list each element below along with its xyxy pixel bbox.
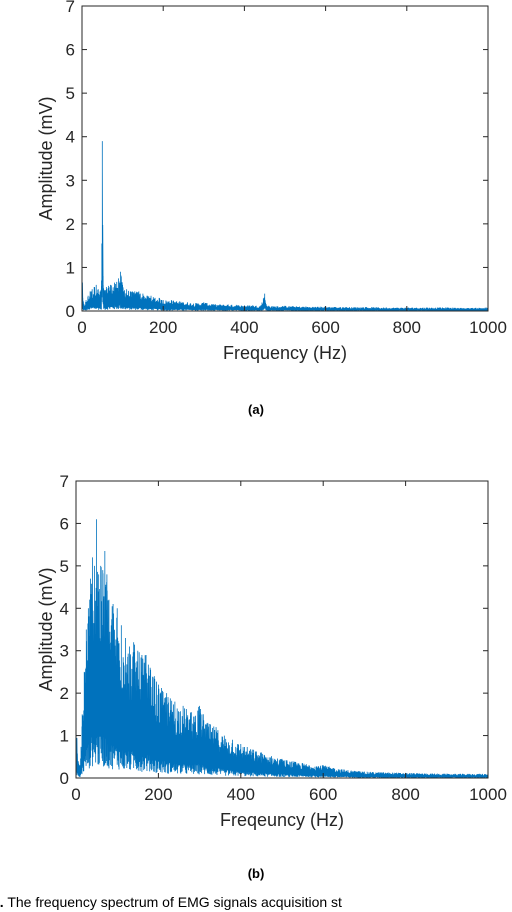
caption-b: (b) <box>247 866 265 881</box>
x-tick-label: 1000 <box>469 785 507 804</box>
caption-a: (a) <box>248 402 264 417</box>
y-tick-label: 3 <box>60 642 69 661</box>
y-tick-label: 2 <box>60 684 69 703</box>
plot-frame <box>81 5 489 312</box>
x-axis-label: Frequency (Hz) <box>223 343 347 363</box>
series-line-1-0 <box>75 519 489 778</box>
x-tick-label: 0 <box>77 318 86 337</box>
series-line-0-0 <box>81 141 489 311</box>
y-tick-label: 2 <box>66 215 75 234</box>
y-tick-label: 1 <box>60 727 69 746</box>
y-tick-label: 0 <box>66 302 75 321</box>
y-tick-label: 5 <box>66 84 75 103</box>
x-tick-label: 200 <box>144 785 172 804</box>
y-tick-label: 6 <box>60 514 69 533</box>
x-tick-label: 600 <box>309 785 337 804</box>
figure-caption: 2. The frequency spectrum of EMG signals… <box>0 894 342 910</box>
plot-frame <box>75 480 489 779</box>
y-tick-label: 6 <box>66 41 75 60</box>
y-tick-label: 7 <box>60 472 69 491</box>
x-tick-label: 0 <box>71 785 80 804</box>
y-tick-label: 5 <box>60 557 69 576</box>
figure-caption-text: The frequency spectrum of EMG signals ac… <box>3 894 342 910</box>
chart-b: 0 1 2 3 4 5 6 7 0 200 400 600 800 1000 Freqeuncy (Hz) A… <box>36 472 507 830</box>
y-tick-label: 4 <box>66 128 75 147</box>
y-tick-label: 4 <box>60 599 69 618</box>
y-axis-label: Amplitude (mV) <box>36 96 56 220</box>
figure-number: 2. <box>0 894 4 910</box>
x-tick-label: 800 <box>391 785 419 804</box>
chart-a: 0 1 2 3 4 5 6 7 0 200 400 600 800 1000 Frequency (Hz) A… <box>36 0 507 363</box>
x-axis-label: Freqeuncy (Hz) <box>220 810 344 830</box>
y-tick-label: 3 <box>66 171 75 190</box>
x-tick-label: 800 <box>393 318 421 337</box>
x-tick-label: 1000 <box>469 318 507 337</box>
x-tick-label: 600 <box>311 318 339 337</box>
y-tick-label: 7 <box>66 0 75 16</box>
y-tick-label: 1 <box>66 258 75 277</box>
x-tick-label: 400 <box>227 785 255 804</box>
y-tick-label: 0 <box>60 769 69 788</box>
x-tick-label: 400 <box>230 318 258 337</box>
y-axis-label: Amplitude (mV) <box>36 567 56 691</box>
x-tick-label: 200 <box>149 318 177 337</box>
